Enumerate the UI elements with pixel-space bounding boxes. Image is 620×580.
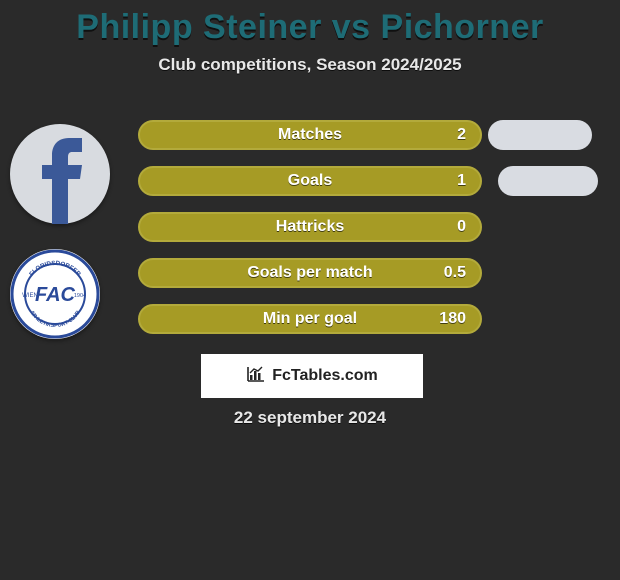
stat-value: 0.5 xyxy=(444,264,466,282)
svg-text:FAC: FAC xyxy=(35,284,76,306)
footer-date: 22 september 2024 xyxy=(0,408,620,428)
stat-value: 0 xyxy=(457,218,466,236)
stat-label: Min per goal xyxy=(263,310,357,328)
stat-rows: Matches 2 Goals 1 Hattricks 0 Goals per match 0… xyxy=(138,120,482,350)
page-title: Philipp Steiner vs Pichorner xyxy=(0,0,620,47)
stat-value: 1 xyxy=(457,172,466,190)
svg-text:WIEN: WIEN xyxy=(22,293,38,299)
stat-row: Matches 2 xyxy=(138,120,482,150)
stat-row: Min per goal 180 xyxy=(138,304,482,334)
club-badge: FLORIDSDORFERATHLETIKSPORT-CLUBFACWIEN19… xyxy=(10,249,100,339)
stat-value: 2 xyxy=(457,126,466,144)
svg-text:1904: 1904 xyxy=(74,293,86,299)
comparison-pill xyxy=(488,120,592,150)
page-subtitle: Club competitions, Season 2024/2025 xyxy=(0,55,620,75)
brand-label: FcTables.com xyxy=(272,367,378,385)
stat-row: Goals per match 0.5 xyxy=(138,258,482,288)
chart-icon xyxy=(246,365,266,388)
player-avatar xyxy=(10,124,110,224)
stat-label: Goals xyxy=(288,172,332,190)
left-column: FLORIDSDORFERATHLETIKSPORT-CLUBFACWIEN19… xyxy=(10,124,110,339)
brand-footer: FcTables.com xyxy=(201,354,423,398)
stat-row: Hattricks 0 xyxy=(138,212,482,242)
stat-label: Goals per match xyxy=(247,264,372,282)
stat-value: 180 xyxy=(439,310,466,328)
stat-row: Goals 1 xyxy=(138,166,482,196)
stat-label: Matches xyxy=(278,126,342,144)
comparison-pill xyxy=(498,166,598,196)
stat-label: Hattricks xyxy=(276,218,344,236)
